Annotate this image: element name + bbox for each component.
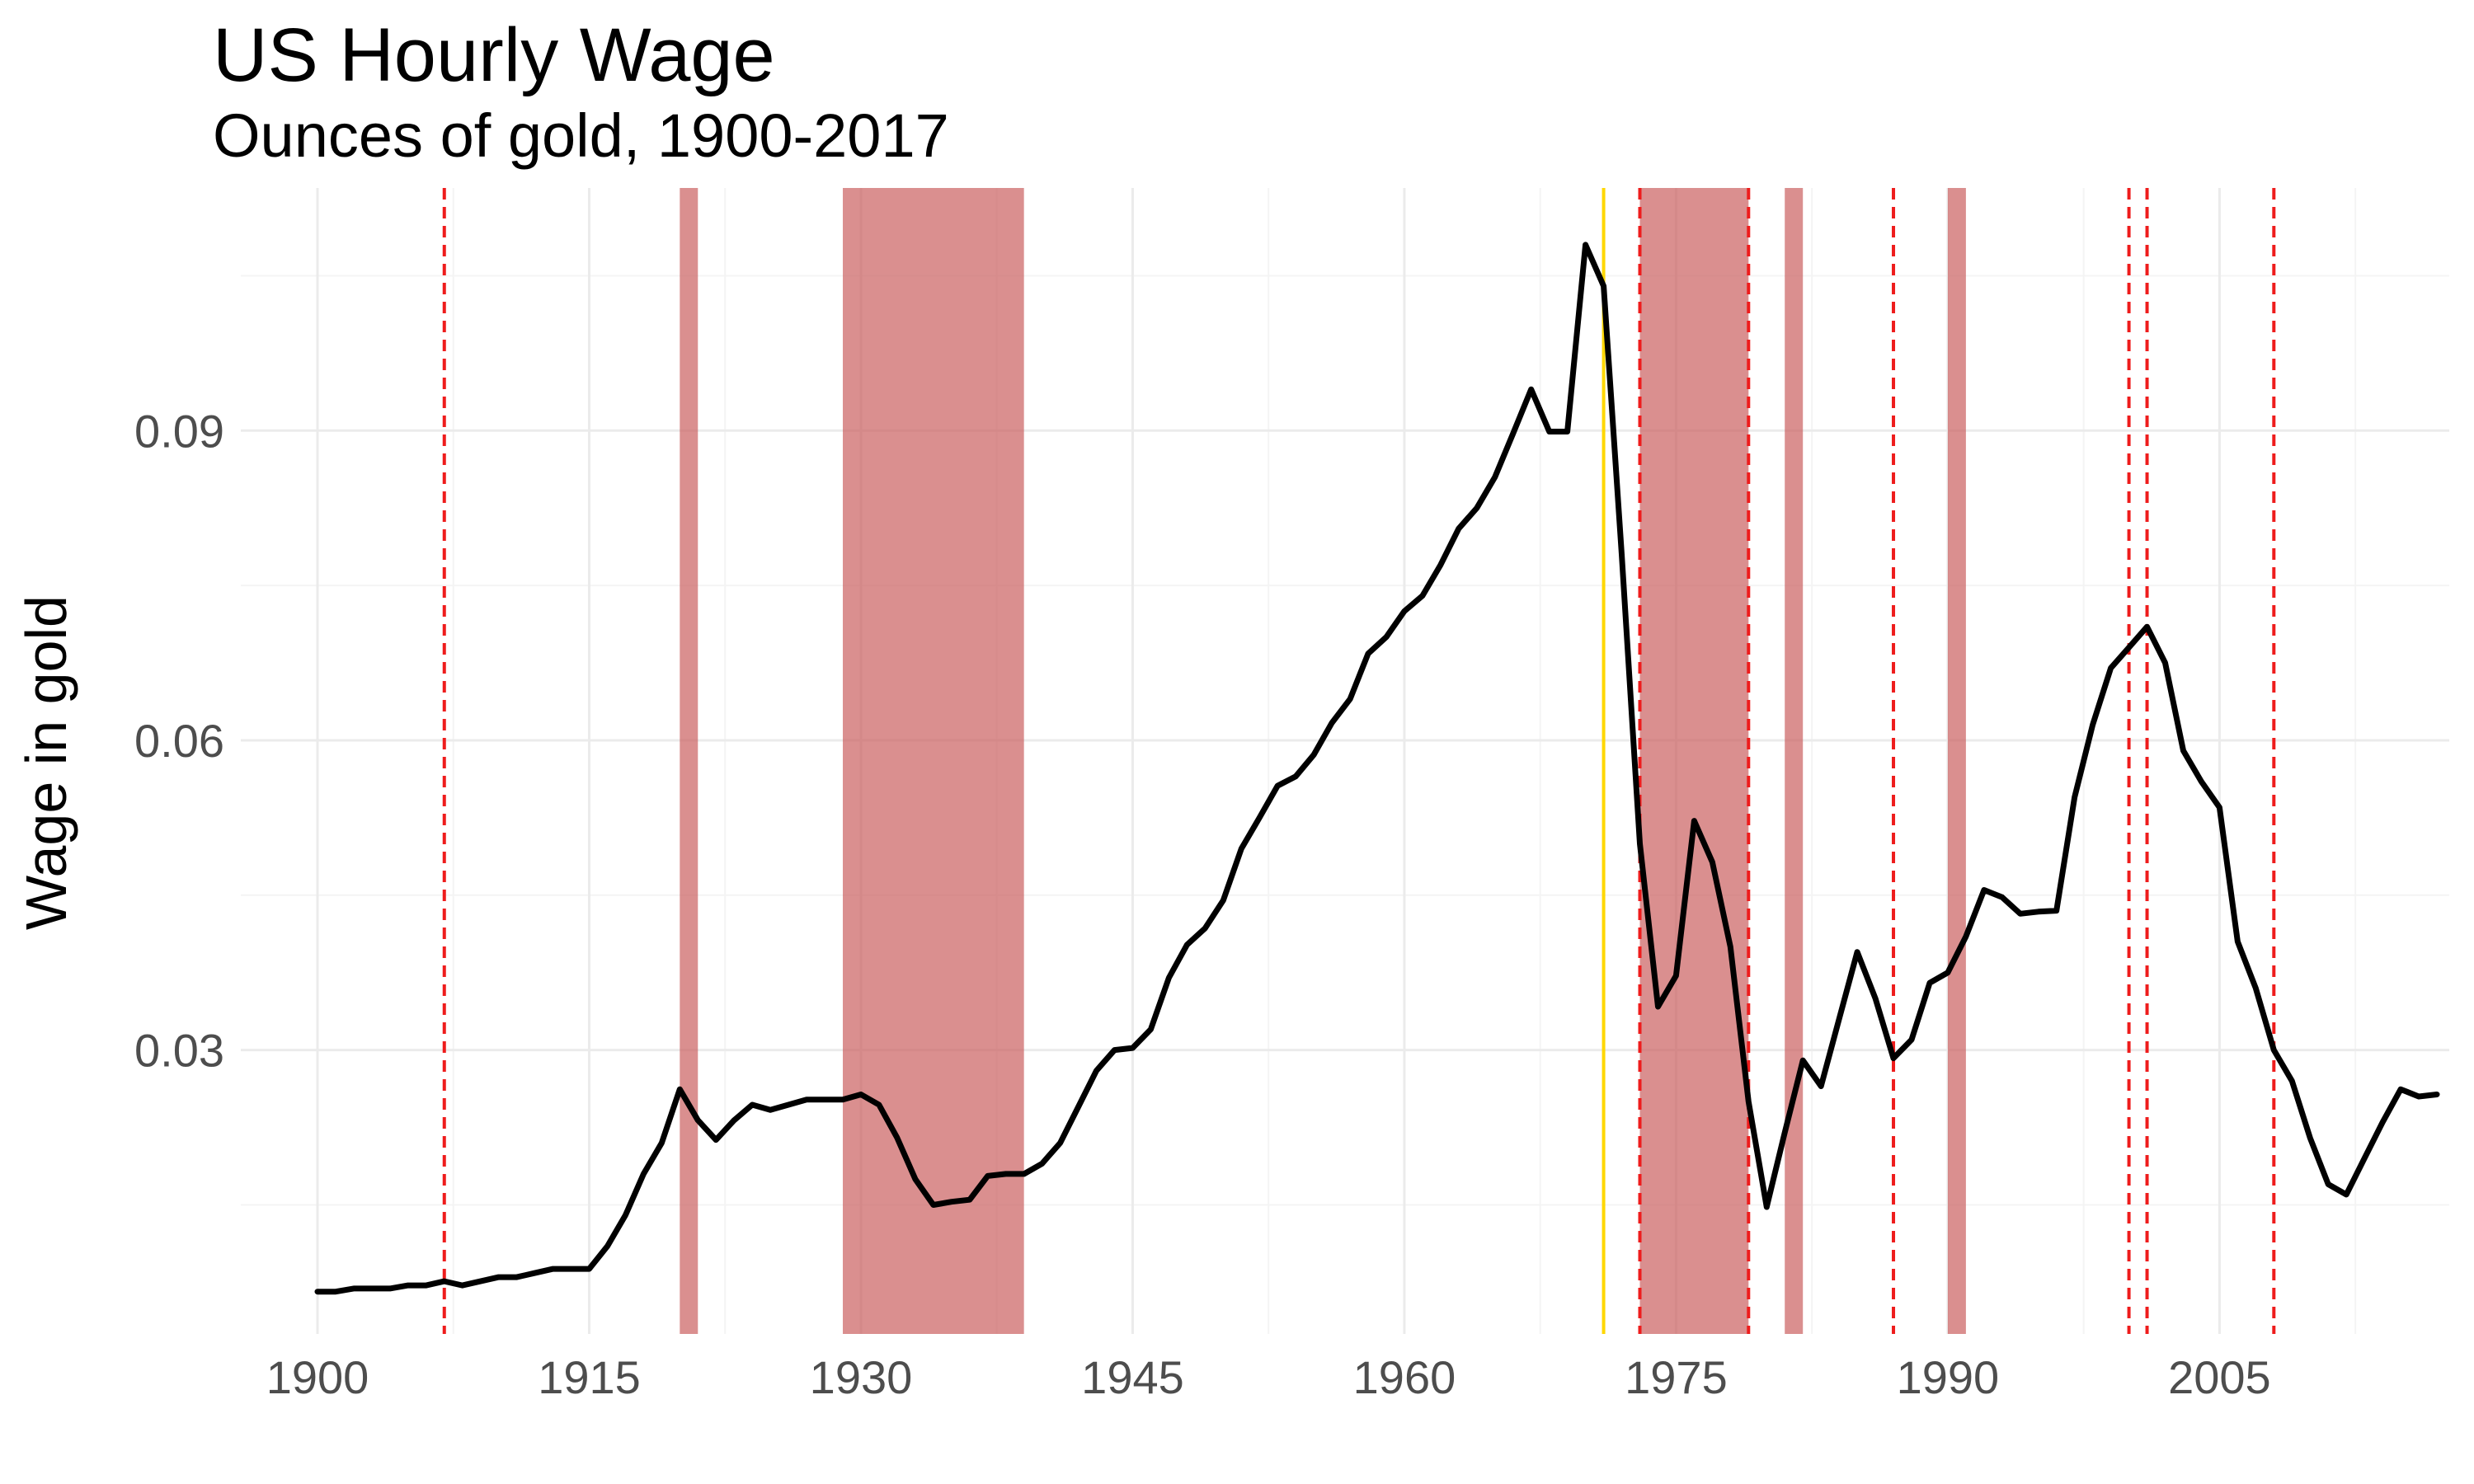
y-tick-label: 0.09 — [134, 405, 224, 457]
wage-series-line — [314, 242, 2440, 1295]
series-layer — [314, 242, 2440, 1295]
x-tick-label: 1960 — [1353, 1351, 1456, 1403]
y-axis-label: Wage in gold — [14, 595, 78, 930]
y-tick-label: 0.03 — [134, 1025, 224, 1077]
shaded-period — [680, 188, 698, 1334]
reference-lines — [442, 188, 2276, 1334]
x-tick-label: 1930 — [810, 1351, 913, 1403]
shaded-periods — [680, 188, 1966, 1334]
x-tick-label: 1945 — [1081, 1351, 1184, 1403]
chart-title: US Hourly Wage — [213, 13, 775, 97]
x-tick-label: 1975 — [1625, 1351, 1728, 1403]
shaded-period — [843, 188, 1024, 1334]
y-axis-ticks: 0.03 0.06 0.09 — [134, 405, 224, 1076]
grid — [241, 188, 2449, 1334]
y-tick-label: 0.06 — [134, 715, 224, 767]
x-tick-label: 1900 — [266, 1351, 369, 1403]
shaded-period — [1785, 188, 1804, 1334]
shaded-period — [1639, 188, 1749, 1334]
x-tick-label: 1915 — [538, 1351, 641, 1403]
x-tick-label: 1990 — [1897, 1351, 2000, 1403]
x-axis-ticks: 1900 1915 1930 1945 1960 1975 1990 2005 — [266, 1351, 2271, 1403]
shaded-period — [1947, 188, 1966, 1334]
chart-subtitle: Ounces of gold, 1900-2017 — [213, 101, 949, 170]
x-tick-label: 2005 — [2168, 1351, 2271, 1403]
